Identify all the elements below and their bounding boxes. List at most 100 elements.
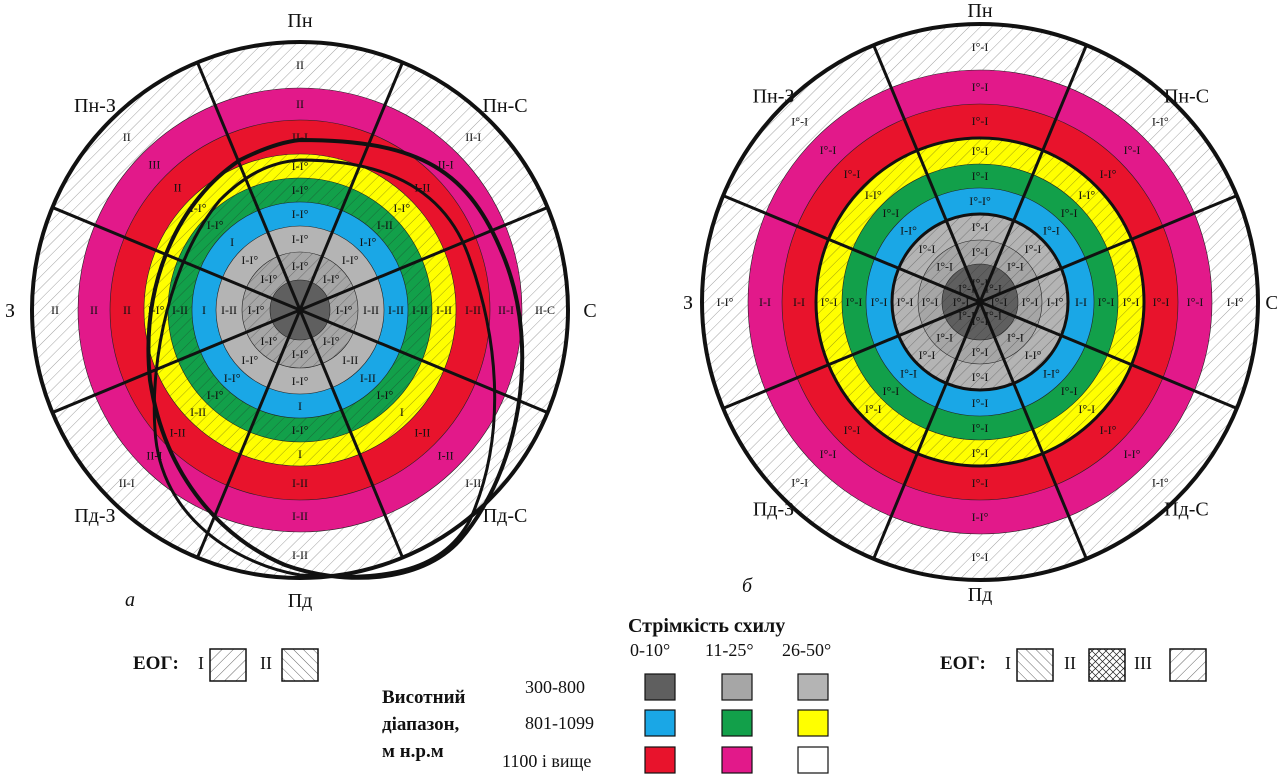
eog-label-b: ЕОГ: xyxy=(940,653,986,674)
rose-b-outer-ring xyxy=(700,22,1260,582)
rose-b-ring-9-label-8: I°-I xyxy=(791,115,808,129)
panel-label-a: а xyxy=(125,589,135,611)
rose-b-ring-9-label-5: I°-I xyxy=(972,550,989,564)
rose-b-ring-1-label-6: I°-I xyxy=(958,308,975,322)
rose-b-ring-2-label-4: I°-I xyxy=(1007,330,1024,344)
rose-a-ring-7-label-7: II xyxy=(123,303,131,317)
rose-b-ring-5-label-7: I°-I xyxy=(846,295,863,309)
rose-a-ring-4-label-7: I xyxy=(202,303,206,317)
rose-b-ring-1-label-3: I°-I xyxy=(991,295,1008,309)
rose-a-ring-9-label-7: II xyxy=(51,303,59,317)
rose-a-ring-2-label-8: I-I° xyxy=(260,272,277,286)
rose-b-ring-8-label-6: I°-I xyxy=(820,447,837,461)
rose-b-ring-2-label-1: I°-I xyxy=(972,245,989,259)
rose-a-ring-5-label-5: I-I° xyxy=(292,423,309,437)
rose-b-ring-4-label-8: I-I° xyxy=(900,224,917,238)
eog-b-item-2-swatch xyxy=(1088,648,1126,682)
steepness-title: Стрімкість схилу xyxy=(628,615,785,637)
rose-a-ring-7-label-5: I-II xyxy=(292,476,308,490)
rose-b-ring-1-label-7: I°-I xyxy=(953,295,970,309)
rose-a-outline-2 xyxy=(152,158,497,578)
rose-b-ring-9-label-3: I-I° xyxy=(1227,295,1244,309)
eog-a-item-1-swatch xyxy=(209,648,247,682)
rose-a-sector-divider-3 xyxy=(299,308,549,414)
rose-b-ring-3-label-6: I°-I xyxy=(919,348,936,362)
rose-a-sector-divider-7 xyxy=(51,206,301,312)
rose-b-ring-6-label-3: I°-I xyxy=(1123,295,1140,309)
rose-a-ring-5-label-1: I-I° xyxy=(292,183,309,197)
rose-a-ring-4-label-1: I-I° xyxy=(292,207,309,221)
eog-b-item-1-swatch xyxy=(1016,648,1054,682)
rose-b-ring-4-label-2: I°-I xyxy=(1043,224,1060,238)
rose-b-ring-1-label-2: I°-I xyxy=(985,282,1002,296)
rose-b-ring-7-label-5: I°-I xyxy=(972,476,989,490)
rose-b-ring-4-label-3: I-I xyxy=(1075,295,1087,309)
rose-b-sector-divider-8 xyxy=(872,44,982,303)
rose-b-ring-6-label-2: I-I° xyxy=(1078,188,1095,202)
rose-a-outline-1 xyxy=(146,137,525,580)
rose-a-ring-7-edge xyxy=(109,119,491,501)
rose-a-ring-3-edge xyxy=(215,225,385,395)
rose-b-ring-7-label-4: I-I° xyxy=(1100,423,1117,437)
rose-b-ring-9-label-1: I°-I xyxy=(972,40,989,54)
rose-b-emphasis-circle xyxy=(814,136,1146,468)
rose-a-direction-3: С xyxy=(583,300,596,322)
rose-b-ring-2-label-3: I°-I xyxy=(1022,295,1039,309)
rose-a-ring-8-label-1: II xyxy=(296,97,304,111)
rose-a-ring-6-label-6: I-II xyxy=(190,405,206,419)
rose-b-ring-7-label-3: I°-I xyxy=(1153,295,1170,309)
rose-b-ring-3-label-1: I°-I xyxy=(972,220,989,234)
rose-a-ring-2-label-6: I-I° xyxy=(260,334,277,348)
rose-b-direction-3: С xyxy=(1265,292,1277,314)
rose-b-ring-5-label-8: I°-I xyxy=(883,206,900,220)
altitude-row-1-label: 300-800 xyxy=(525,677,585,697)
rose-b-ring-9-label-4: I-I° xyxy=(1152,475,1169,489)
rose-b-ring-2-edge xyxy=(917,239,1043,365)
rose-b-ring-8-edge xyxy=(747,69,1213,535)
rose-a-ring-9-label-3: II-C xyxy=(535,303,555,317)
rose-b-ring-8-label-4: I-I° xyxy=(1124,447,1141,461)
rose-b-ring-6-label-4: I°-I xyxy=(1078,402,1095,416)
rose-b-ring-9-label-7: I-I° xyxy=(717,295,734,309)
rose-a-direction-8: Пн-З xyxy=(74,95,116,117)
rose-a-ring-3-label-5: I-I° xyxy=(292,374,309,388)
eog-legend-b: ЕОГ: I II III xyxy=(940,648,1207,682)
rose-diagram-a: I-I° I-I° I-I° I-I° I-I° I-I° I-I° I-I° I-I° I-I°… xyxy=(5,10,597,612)
rose-a-sector-divider-8 xyxy=(196,61,302,311)
rose-b-ring-1-edge xyxy=(941,263,1019,341)
rose-a-direction-4: Пд-С xyxy=(483,505,528,527)
rose-a-ring-6-edge xyxy=(143,153,457,467)
eog-label-a: ЕОГ: xyxy=(133,653,179,674)
rose-b-ring-4-label-4: I-I° xyxy=(1043,366,1060,380)
rose-b-ring-7-label-8: I°-I xyxy=(844,167,861,181)
rose-a-ring-6-label-2: I-I° xyxy=(393,201,410,215)
rose-b-ring-5-label-3: I°-I xyxy=(1098,295,1115,309)
rose-a-ring-2-label-4: I-I° xyxy=(323,334,340,348)
rose-a-ring-2-label-3: I-I° xyxy=(336,303,353,317)
altitude-title-line-2: діапазон, xyxy=(382,714,460,735)
rose-b-ring-5-edge xyxy=(841,163,1119,441)
rose-diagram-b: I°-II°-II°-II°-II°-II°-II°-II°-II°-II°-I… xyxy=(683,0,1277,606)
rose-a-ring-2-label-1: I-I° xyxy=(292,259,309,273)
rose-b-ring-5-label-1: I°-I xyxy=(972,169,989,183)
legend-swatch-r2-c3 xyxy=(797,709,829,737)
rose-b-direction-6: Пд-З xyxy=(753,498,794,520)
rose-b-ring-3-label-5: I°-I xyxy=(972,370,989,384)
rose-a-ring-4-label-4: I-II xyxy=(360,371,376,385)
rose-b-direction-5: Пд xyxy=(968,584,993,606)
rose-a-ring-9-label-8: II xyxy=(123,130,131,144)
panel-label-b: б xyxy=(742,575,753,597)
steepness-col-3: 26-50° xyxy=(782,640,831,660)
rose-a-ring-2-label-2: I-I° xyxy=(323,272,340,286)
rose-b-direction-4: Пд-С xyxy=(1164,498,1209,520)
rose-a-ring-3-label-4: I-II xyxy=(342,353,358,367)
rose-a-ring-3-label-3: I-II xyxy=(363,303,379,317)
rose-a-ring-2-edge xyxy=(241,251,359,369)
rose-a-ring-5-label-4: I-I° xyxy=(376,388,393,402)
rose-b-direction-7: З xyxy=(683,292,693,314)
altitude-row-3-label: 1100 і вище xyxy=(502,751,591,771)
eog-b-item-1-label: I xyxy=(1005,653,1011,673)
rose-b-ring-9-label-2: I-I° xyxy=(1152,115,1169,129)
rose-b-ring-5-label-2: I°-I xyxy=(1061,206,1078,220)
